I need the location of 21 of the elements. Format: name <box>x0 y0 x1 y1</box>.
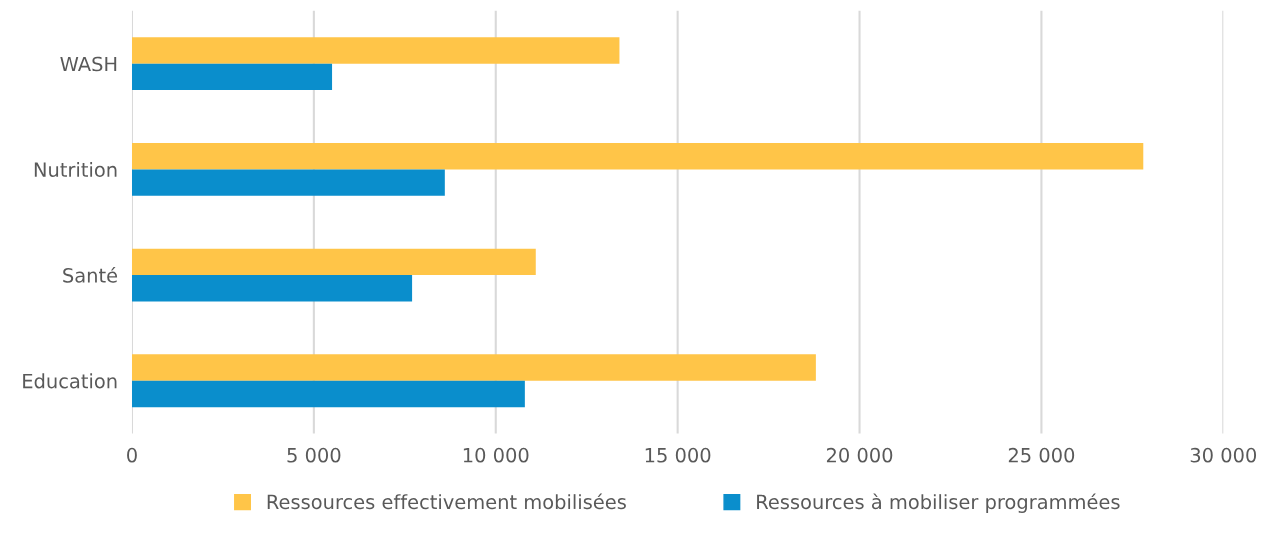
bar <box>131 142 1144 170</box>
x-tick-label: 0 <box>127 447 137 463</box>
x-tick-label: 20 000 <box>826 447 893 463</box>
x-tick-label: 25 000 <box>1008 447 1075 463</box>
y-tick-label: Santé <box>63 266 118 283</box>
x-tick-label: 30 000 <box>1190 447 1257 463</box>
y-tick-label: Education <box>23 373 117 389</box>
bar <box>131 380 525 408</box>
legend-label: Ressources effectivement mobilisées <box>267 493 626 510</box>
x-tick-label: 10 000 <box>463 447 529 463</box>
y-tick-label: Nutrition <box>34 161 117 178</box>
y-tick-label: WASH <box>60 56 117 72</box>
x-tick-label: 5 000 <box>287 447 341 463</box>
bar <box>131 37 620 64</box>
bar <box>131 354 816 381</box>
bar <box>131 275 413 302</box>
bar <box>131 169 445 196</box>
bar <box>131 63 333 91</box>
legend-label: Ressources à mobiliser programmées <box>757 493 1120 513</box>
bar <box>131 248 536 276</box>
x-tick-label: 15 000 <box>645 447 711 463</box>
